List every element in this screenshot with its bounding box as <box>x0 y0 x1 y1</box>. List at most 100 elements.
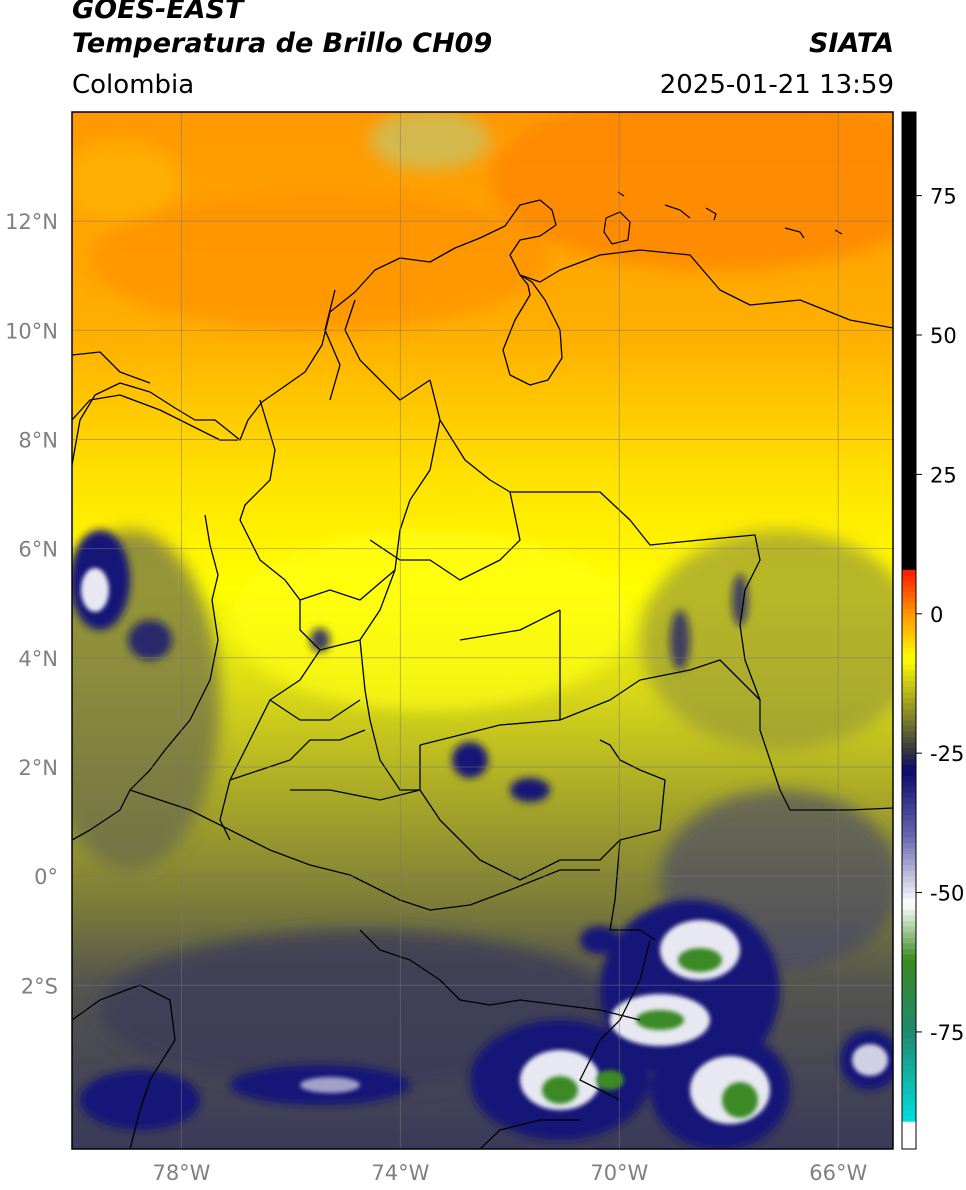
colorbar-step <box>902 262 916 269</box>
latitude-labels: 12°N 10°N 8°N 6°N 4°N 2°N 0° 2°S <box>5 210 58 998</box>
colorbar: 75 50 25 0 -25 -50 -75 <box>901 111 964 1150</box>
colorbar-step <box>902 418 916 425</box>
colorbar-step <box>902 775 916 782</box>
colorbar-step <box>902 518 916 526</box>
colorbar-step <box>902 1087 916 1094</box>
colorbar-step <box>902 318 916 325</box>
colorbar-step <box>902 1065 916 1072</box>
colorbar-step <box>902 719 916 726</box>
colorbar-step <box>902 206 916 213</box>
colorbar-tick-label: 50 <box>930 324 957 348</box>
colorbar-step <box>902 507 916 515</box>
colorbar-step <box>902 173 916 180</box>
colorbar-step <box>902 797 916 804</box>
lat-tick-label: 2°S <box>21 974 58 998</box>
lat-tick-label: 8°N <box>18 428 58 452</box>
colorbar-step <box>902 591 916 598</box>
colorbar-step <box>902 652 916 659</box>
colorbar-step <box>902 1059 916 1066</box>
colorbar-step <box>902 229 916 236</box>
colorbar-step <box>902 502 916 509</box>
colorbar-step <box>902 524 916 531</box>
colorbar-step <box>902 112 916 119</box>
organization-label: SIATA <box>808 28 894 59</box>
colorbar-step <box>902 535 916 542</box>
colorbar-step <box>902 675 916 682</box>
colorbar-step <box>902 452 916 459</box>
colorbar-step <box>902 892 916 899</box>
lat-tick-label: 6°N <box>18 538 58 562</box>
colorbar-step <box>902 546 916 554</box>
colorbar-step <box>902 925 916 933</box>
colorbar-step <box>902 641 916 648</box>
colorbar-step <box>902 1126 916 1133</box>
colorbar-step <box>902 965 916 972</box>
colorbar-step <box>902 725 916 732</box>
colorbar-step <box>902 769 916 777</box>
datetime-label: 2025-01-21 13:59 <box>659 70 894 100</box>
colorbar-step <box>902 184 916 191</box>
colorbar-tick-label: -25 <box>930 742 964 766</box>
colorbar-step <box>902 541 916 548</box>
colorbar-tick-label: 75 <box>930 185 957 209</box>
colorbar-step <box>902 1121 916 1128</box>
colorbar-step <box>902 513 916 520</box>
colorbar-step <box>902 256 916 264</box>
colorbar-step <box>902 552 916 559</box>
colorbar-step <box>902 440 916 448</box>
colorbar-step <box>902 792 916 799</box>
colorbar-step <box>902 680 916 687</box>
colorbar-step <box>902 597 916 604</box>
colorbar-step <box>902 190 916 197</box>
colorbar-step <box>902 937 916 944</box>
colorbar-step <box>902 424 916 431</box>
colorbar-frame <box>901 111 917 1150</box>
colorbar-step <box>902 201 916 208</box>
colorbar-step <box>902 669 916 676</box>
colorbar-step <box>902 714 916 721</box>
colorbar-tick-label: -75 <box>930 1021 964 1045</box>
colorbar-step <box>902 362 916 370</box>
colorbar-step <box>902 636 916 643</box>
map-frame <box>71 111 894 1150</box>
colorbar-step <box>902 401 916 409</box>
colorbar-step <box>902 162 916 169</box>
colorbar-step <box>902 870 916 877</box>
colorbar-step <box>902 301 916 308</box>
colorbar-step <box>902 608 916 615</box>
colorbar-step <box>902 903 916 910</box>
colorbar-step <box>902 931 916 938</box>
colorbar-step <box>902 781 916 788</box>
colorbar-step <box>902 485 916 492</box>
colorbar-step <box>902 251 916 258</box>
colorbar-step <box>902 647 916 654</box>
colorbar-step <box>902 335 916 342</box>
colorbar-step <box>902 730 916 738</box>
longitude-labels: 78°W 74°W 70°W 66°W <box>152 1161 867 1185</box>
colorbar-step <box>902 803 916 810</box>
colorbar-step <box>902 1026 916 1033</box>
colorbar-step <box>902 413 916 420</box>
colorbar-step <box>902 284 916 292</box>
colorbar-step <box>902 530 916 537</box>
colorbar-step <box>902 847 916 855</box>
colorbar-step <box>902 959 916 966</box>
colorbar-step <box>902 178 916 186</box>
colorbar-step <box>902 212 916 219</box>
colorbar-step <box>902 842 916 849</box>
title-line-2: Temperatura de Brillo CH09 <box>72 28 493 59</box>
colorbar-step <box>902 619 916 626</box>
colorbar-step <box>902 948 916 955</box>
colorbar-step <box>902 368 916 375</box>
colorbar-step <box>902 563 916 570</box>
lat-tick-label: 2°N <box>18 756 58 780</box>
colorbar-step <box>902 836 916 843</box>
colorbar-tick-label: -50 <box>930 882 964 906</box>
colorbar-step <box>902 217 916 225</box>
colorbar-step <box>902 273 916 280</box>
lon-tick-label: 70°W <box>590 1161 648 1185</box>
colorbar-step <box>902 1109 916 1117</box>
colorbar-step <box>902 1082 916 1089</box>
colorbar-step <box>902 976 916 983</box>
colorbar-step <box>902 223 916 230</box>
